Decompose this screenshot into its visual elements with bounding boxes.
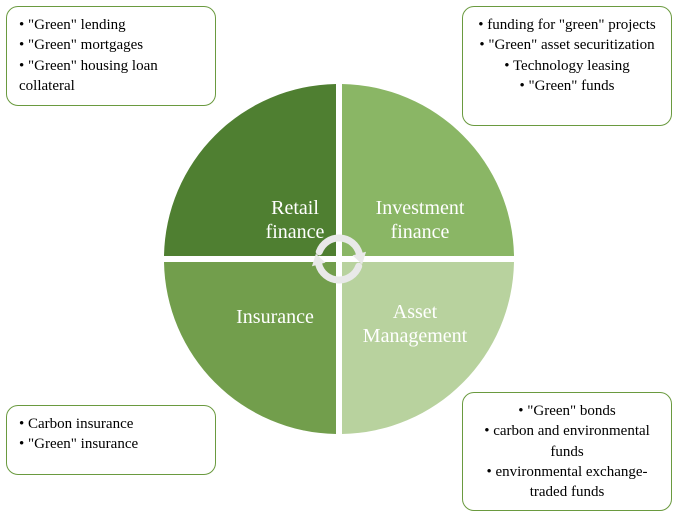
list-item: funding for "green" projects [475, 15, 659, 35]
box-insurance: Carbon insurance"Green" insurance [6, 405, 216, 475]
list-item: "Green" mortgages [19, 35, 203, 55]
label-insurance: Insurance [215, 305, 335, 329]
list-item: environmental exchange-traded funds [475, 462, 659, 503]
list-item: Carbon insurance [19, 414, 203, 434]
list-item: "Green" bonds [475, 401, 659, 421]
list-item: "Green" lending [19, 15, 203, 35]
box-retail: "Green" lending"Green" mortgages"Green" … [6, 6, 216, 106]
list-item: carbon and environmental funds [475, 421, 659, 462]
box-asset: "Green" bondscarbon and environmental fu… [462, 392, 672, 511]
label-asset: AssetManagement [355, 300, 475, 348]
label-investment: Investmentfinance [360, 196, 480, 244]
list-item: "Green" housing loan collateral [19, 56, 203, 97]
list-item: "Green" funds [475, 76, 659, 96]
label-retail: Retailfinance [235, 196, 355, 244]
list-item: Technology leasing [475, 56, 659, 76]
box-investment: funding for "green" projects"Green" asse… [462, 6, 672, 126]
list-item: "Green" asset securitization [475, 35, 659, 55]
list-item: "Green" insurance [19, 434, 203, 454]
